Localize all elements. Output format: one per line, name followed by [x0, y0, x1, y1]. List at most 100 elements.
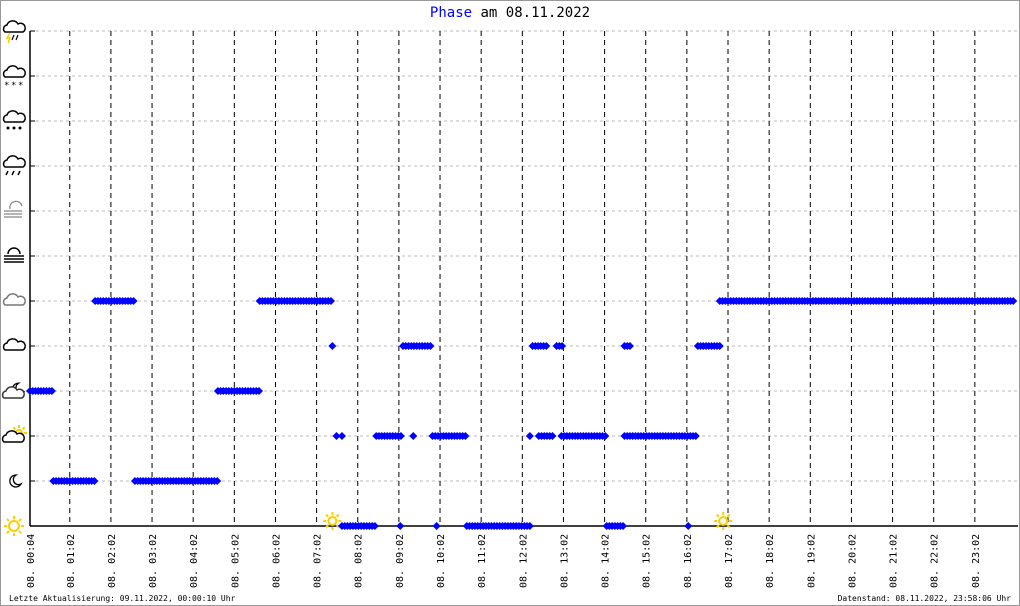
overcast-icon: [2, 293, 26, 306]
cloud-shape: [1, 430, 25, 443]
x-tick-label: 08. 10:02: [436, 534, 447, 588]
cloud-shape: [2, 20, 26, 33]
cloud-shape: [2, 155, 26, 168]
data-point: [327, 297, 336, 305]
sun-ray: [325, 513, 329, 518]
cloud-shape: [2, 293, 26, 306]
sun-ray: [21, 426, 26, 431]
rain-drop: [11, 170, 15, 176]
data-point: [601, 432, 610, 440]
snow-flake: *: [11, 81, 16, 91]
x-tick-label: 08. 08:02: [354, 534, 365, 588]
data-point: [432, 522, 441, 530]
data-point: [129, 297, 138, 305]
data-point: [90, 477, 99, 485]
snow-icon: * * *: [2, 65, 26, 91]
x-tick-label: 08. 04:02: [189, 534, 200, 588]
x-tick-label: 08. 11:02: [477, 534, 488, 588]
sleet-flake: [18, 126, 22, 130]
x-tick-label: 08. 21:02: [889, 534, 900, 588]
rain-drop: [5, 170, 9, 176]
lightning-bolt: [5, 32, 12, 44]
sun-disc: [327, 516, 338, 526]
x-tick-label: 08. 19:02: [806, 534, 817, 588]
data-point: [337, 432, 346, 440]
moon-icon: [9, 474, 23, 488]
cloud-shape: [1, 386, 25, 399]
data-point: [396, 522, 405, 530]
x-tick-label: 08. 01:02: [66, 534, 77, 588]
x-tick-label: 08. 22:02: [930, 534, 941, 588]
sun-cloud-icon: [1, 425, 27, 443]
sun-ray: [716, 524, 720, 529]
sun-ray: [18, 518, 22, 522]
fog-icon: [4, 247, 24, 263]
cloud-shape: [2, 65, 26, 78]
x-tick-label: 08. 05:02: [230, 534, 241, 588]
data-point: [715, 342, 724, 350]
sun-ray: [335, 513, 340, 518]
sun-icon: [4, 516, 24, 536]
rain-drop: [15, 34, 19, 41]
x-tick-label: 08. 07:02: [313, 534, 324, 588]
sun-ray: [726, 524, 731, 529]
data-point: [396, 432, 405, 440]
sun-disc: [8, 520, 20, 532]
x-tick-label: 08. 12:02: [518, 534, 529, 588]
data-point: [542, 342, 551, 350]
x-tick-label: 08. 14:02: [601, 534, 612, 588]
x-tick-label: 08. 23:02: [971, 534, 982, 588]
data-point: [426, 342, 435, 350]
data-point: [409, 432, 418, 440]
x-tick-label: 08. 16:02: [683, 534, 694, 588]
fog-cap: [9, 200, 23, 210]
data-point: [213, 477, 222, 485]
data-timestamp-text: Datenstand: 08.11.2022, 23:58:06 Uhr: [837, 594, 1011, 603]
sun-ray: [18, 530, 22, 534]
x-tick-label: 08. 06:02: [271, 534, 282, 588]
data-point: [461, 432, 470, 440]
x-tick-label: 08. 03:02: [148, 534, 159, 588]
data-point: [255, 387, 264, 395]
data-point: [47, 387, 56, 395]
snow-flake: *: [18, 81, 23, 91]
cloud-shape: [2, 338, 26, 351]
chart-title: Phase am 08.11.2022: [429, 5, 591, 21]
data-point: [558, 342, 567, 350]
cloud-icon: [2, 338, 26, 351]
x-tick-label: 08. 17:02: [724, 534, 735, 588]
x-tick-label: 08. 00:04: [26, 534, 37, 588]
fog-cap: [7, 247, 21, 255]
x-tick-label: 08. 13:02: [559, 534, 570, 588]
data-point: [684, 522, 693, 530]
rain-drop: [11, 34, 15, 41]
sleet-icon: [2, 110, 26, 130]
sleet-flake: [6, 126, 10, 130]
sun-ray: [726, 513, 731, 518]
data-point: [691, 432, 700, 440]
thunderstorm-icon: [2, 20, 26, 44]
data-point: [525, 432, 534, 440]
rain-icon: [2, 155, 26, 176]
sunset-moon-icon: [714, 512, 733, 530]
data-point: [370, 522, 379, 530]
rain-drop: [17, 170, 21, 176]
last-update-text: Letzte Aktualisierung: 09.11.2022, 00:00…: [9, 594, 236, 603]
fog-sun-icon: [4, 200, 23, 218]
sun-ray: [6, 530, 10, 534]
moon-shape: [9, 474, 23, 488]
x-tick-label: 08. 15:02: [642, 534, 653, 588]
sleet-flake: [12, 126, 16, 130]
sunrise-sun-icon: [323, 512, 342, 530]
sun-ray: [335, 524, 340, 529]
data-point: [1009, 297, 1018, 305]
data-point: [619, 522, 628, 530]
sun-ray: [6, 518, 10, 522]
x-tick-label: 08. 02:02: [107, 534, 118, 588]
data-point: [625, 342, 634, 350]
data-point: [525, 522, 534, 530]
data-point: [328, 342, 337, 350]
sun-ray: [716, 513, 720, 518]
